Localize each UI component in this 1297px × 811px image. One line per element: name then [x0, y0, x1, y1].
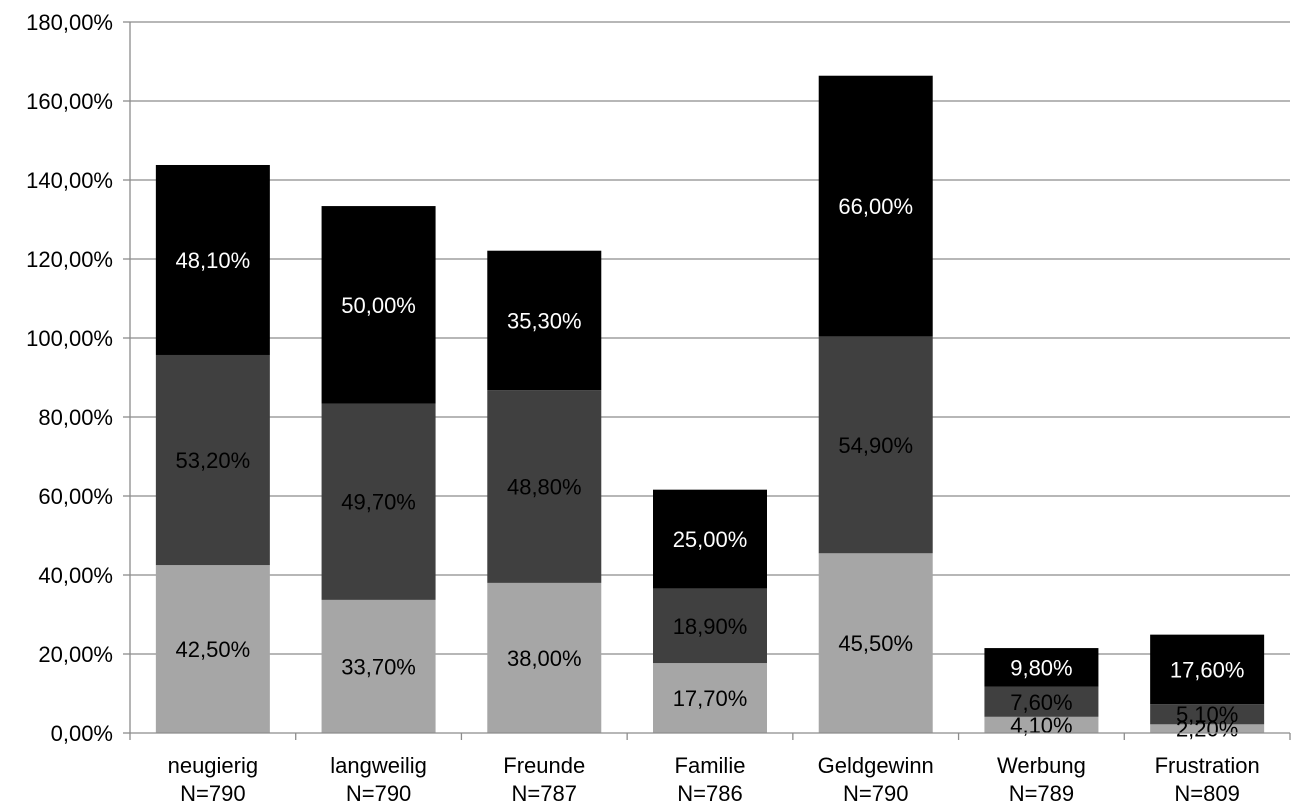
data-label: 53,20%: [176, 448, 251, 473]
bar-segment: [818, 75, 933, 337]
bar-segment: [818, 336, 933, 554]
axes: 0,00% 20,00% 40,00% 60,00% 80,00% 100,00% 120,…: [26, 10, 1291, 806]
x-category-sample-size: N=786: [677, 781, 742, 806]
data-label: 25,00%: [673, 527, 748, 552]
x-category-label: langweilig: [330, 753, 427, 778]
y-tick-label: 80,00%: [38, 405, 113, 430]
bar-segment: [984, 716, 1099, 733]
data-label: 7,60%: [1010, 690, 1072, 715]
bar-segment: [321, 599, 436, 733]
data-label: 42,50%: [176, 637, 251, 662]
x-category-sample-size: N=790: [346, 781, 411, 806]
bar-segment: [653, 588, 767, 664]
bars: [155, 75, 1265, 733]
data-label: 17,60%: [1170, 657, 1245, 682]
y-tick-label: 0,00%: [51, 721, 113, 746]
x-category-label: Freunde: [503, 753, 585, 778]
data-label: 33,70%: [341, 654, 416, 679]
bar-segment: [653, 663, 767, 733]
bar-segment: [984, 686, 1099, 717]
x-category-sample-size: N=789: [1009, 781, 1074, 806]
data-label: 45,50%: [838, 631, 913, 656]
data-label: 18,90%: [673, 614, 748, 639]
y-tick-label: 40,00%: [38, 563, 113, 588]
x-category-sample-size: N=787: [512, 781, 577, 806]
bar-segment: [487, 582, 602, 733]
data-label: 50,00%: [341, 293, 416, 318]
x-category-sample-size: N=790: [180, 781, 245, 806]
x-category-sample-size: N=790: [843, 781, 908, 806]
data-label: 2,20%: [1176, 717, 1238, 742]
y-tick-label: 100,00%: [26, 326, 113, 351]
data-label: 9,80%: [1010, 655, 1072, 680]
data-label: 54,90%: [838, 433, 913, 458]
bar-segment: [818, 553, 933, 733]
data-label: 5,10%: [1176, 702, 1238, 727]
y-tick-label: 60,00%: [38, 484, 113, 509]
bar-segment: [1150, 634, 1265, 705]
bar-segment: [155, 354, 270, 566]
bar-segment: [487, 250, 602, 391]
bar-segment: [653, 489, 767, 589]
bar-segment: [321, 403, 436, 600]
y-tick-label: 180,00%: [26, 10, 113, 35]
bar-segment: [321, 206, 436, 404]
data-label: 48,80%: [507, 475, 582, 500]
bar-segment: [155, 164, 270, 355]
data-label: 4,10%: [1010, 713, 1072, 738]
data-label: 38,00%: [507, 646, 582, 671]
bar-segment: [487, 390, 602, 583]
x-category-label: Frustration: [1155, 753, 1260, 778]
data-label: 17,70%: [673, 686, 748, 711]
x-category-label: Werbung: [997, 753, 1086, 778]
x-category-label: neugierig: [168, 753, 259, 778]
data-label: 66,00%: [838, 194, 913, 219]
data-labels: 42,50% 53,20% 48,10% 33,70% 49,70% 50,00% 38,0…: [176, 194, 1245, 742]
y-tick-label: 160,00%: [26, 89, 113, 114]
bar-segment: [1150, 704, 1265, 725]
data-label: 48,10%: [176, 248, 251, 273]
bar-segment: [984, 648, 1099, 687]
bar-segment: [1150, 724, 1265, 733]
x-category-sample-size: N=809: [1174, 781, 1239, 806]
y-tick-label: 140,00%: [26, 168, 113, 193]
x-category-label: Geldgewinn: [818, 753, 934, 778]
data-label: 49,70%: [341, 490, 416, 515]
data-label: 35,30%: [507, 308, 582, 333]
x-category-label: Familie: [675, 753, 746, 778]
y-tick-label: 120,00%: [26, 247, 113, 272]
bar-segment: [155, 565, 270, 733]
y-tick-label: 20,00%: [38, 642, 113, 667]
